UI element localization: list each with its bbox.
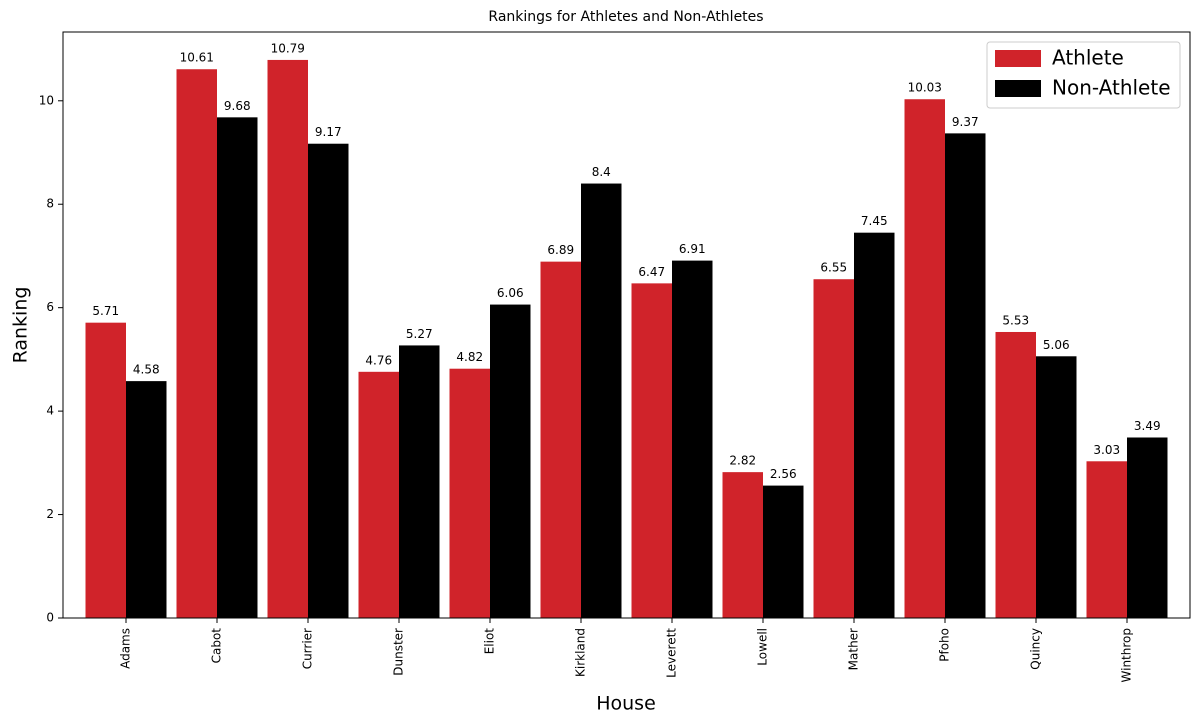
data-label: 10.79 <box>271 41 305 55</box>
bar <box>581 183 622 619</box>
x-tick-label: Currier <box>301 628 315 669</box>
bar <box>490 304 531 618</box>
legend: Athlete Non-Athlete <box>986 41 1181 109</box>
bar <box>176 69 217 618</box>
data-label: 10.61 <box>180 51 214 65</box>
x-tick-label: Eliot <box>483 628 497 655</box>
x-tick-label: Kirkland <box>574 628 588 677</box>
y-tick-label: 4 <box>46 404 54 418</box>
x-tick-label: Adams <box>119 628 133 669</box>
x-tick-label: Pfoho <box>938 628 952 662</box>
data-label: 7.45 <box>861 214 888 228</box>
data-label: 5.71 <box>92 304 119 318</box>
data-label: 4.58 <box>133 363 160 377</box>
bar <box>813 279 854 618</box>
data-label: 5.06 <box>1043 338 1070 352</box>
data-label: 9.68 <box>224 99 251 113</box>
bar <box>399 345 440 618</box>
y-axis-label: Ranking <box>10 287 32 364</box>
x-tick-label: Dunster <box>392 628 406 676</box>
data-label: 6.91 <box>679 242 706 256</box>
legend-swatch <box>995 50 1041 67</box>
bar <box>217 117 258 618</box>
y-tick-label: 6 <box>46 300 54 314</box>
bar <box>449 368 490 618</box>
bar <box>126 381 167 618</box>
bar <box>1127 437 1168 618</box>
plot-frame <box>62 31 1191 619</box>
x-tick-label: Winthrop <box>1120 628 1134 682</box>
bar <box>267 59 308 619</box>
bar <box>358 371 399 618</box>
data-label: 5.53 <box>1002 313 1029 327</box>
data-label: 10.03 <box>908 81 942 95</box>
bar <box>540 261 581 618</box>
bar <box>631 283 672 618</box>
y-tick-label: 0 <box>46 611 54 625</box>
data-label: 4.82 <box>456 350 483 364</box>
bar <box>85 322 126 618</box>
data-label: 4.76 <box>365 353 392 367</box>
bar <box>995 331 1036 618</box>
data-label: 9.17 <box>315 125 342 139</box>
bar <box>904 99 945 618</box>
data-label: 5.27 <box>406 327 433 341</box>
bar <box>722 472 763 618</box>
bar <box>1036 356 1077 618</box>
data-label: 3.03 <box>1093 443 1120 457</box>
legend-label: Non-Athlete <box>1052 76 1171 100</box>
y-tick-label: 10 <box>39 93 54 107</box>
data-label: 8.4 <box>592 165 611 179</box>
bar <box>308 143 349 618</box>
x-tick-label: Quincy <box>1029 628 1043 670</box>
data-label: 2.56 <box>770 467 797 481</box>
bar <box>854 232 895 618</box>
data-label: 9.37 <box>952 115 979 129</box>
legend-swatch <box>995 80 1041 97</box>
data-label: 6.47 <box>638 265 665 279</box>
bar <box>1086 461 1127 618</box>
y-tick-label: 2 <box>46 507 54 521</box>
x-tick-label: Leverett <box>665 628 679 678</box>
data-label: 2.82 <box>729 454 756 468</box>
bar <box>945 133 986 618</box>
legend-label: Athlete <box>1052 46 1124 70</box>
data-label: 6.55 <box>820 261 847 275</box>
data-label: 6.89 <box>547 243 574 257</box>
bar <box>763 485 804 618</box>
x-tick-label: Cabot <box>210 628 224 664</box>
x-axis-label: House <box>596 693 656 715</box>
x-tick-label: Lowell <box>756 628 770 666</box>
y-tick-label: 8 <box>46 197 54 211</box>
data-label: 6.06 <box>497 286 524 300</box>
bar <box>672 260 713 618</box>
chart-title: Rankings for Athletes and Non-Athletes <box>488 9 763 25</box>
data-label: 3.49 <box>1134 419 1161 433</box>
x-tick-label: Mather <box>847 628 861 670</box>
